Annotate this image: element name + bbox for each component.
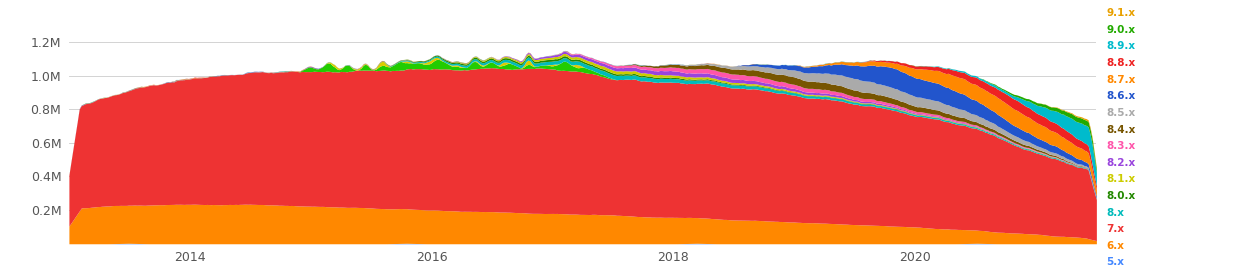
Text: 6.x: 6.x (1106, 241, 1124, 251)
Text: 8.9.x: 8.9.x (1106, 42, 1135, 52)
Text: 8.7.x: 8.7.x (1106, 75, 1135, 85)
Text: 8.0.x: 8.0.x (1106, 191, 1135, 201)
Text: 5.x: 5.x (1106, 258, 1124, 268)
Text: 8.6.x: 8.6.x (1106, 91, 1135, 101)
Text: 8.2.x: 8.2.x (1106, 158, 1135, 168)
Text: 8.4.x: 8.4.x (1106, 125, 1135, 135)
Text: 8.1.x: 8.1.x (1106, 175, 1135, 184)
Text: 8.5.x: 8.5.x (1106, 108, 1135, 118)
Text: 8.x: 8.x (1106, 208, 1124, 218)
Text: 8.3.x: 8.3.x (1106, 141, 1135, 151)
Text: 8.8.x: 8.8.x (1106, 58, 1135, 68)
Text: 9.1.x: 9.1.x (1106, 8, 1135, 18)
Text: 7.x: 7.x (1106, 224, 1124, 234)
Text: 9.0.x: 9.0.x (1106, 25, 1135, 35)
